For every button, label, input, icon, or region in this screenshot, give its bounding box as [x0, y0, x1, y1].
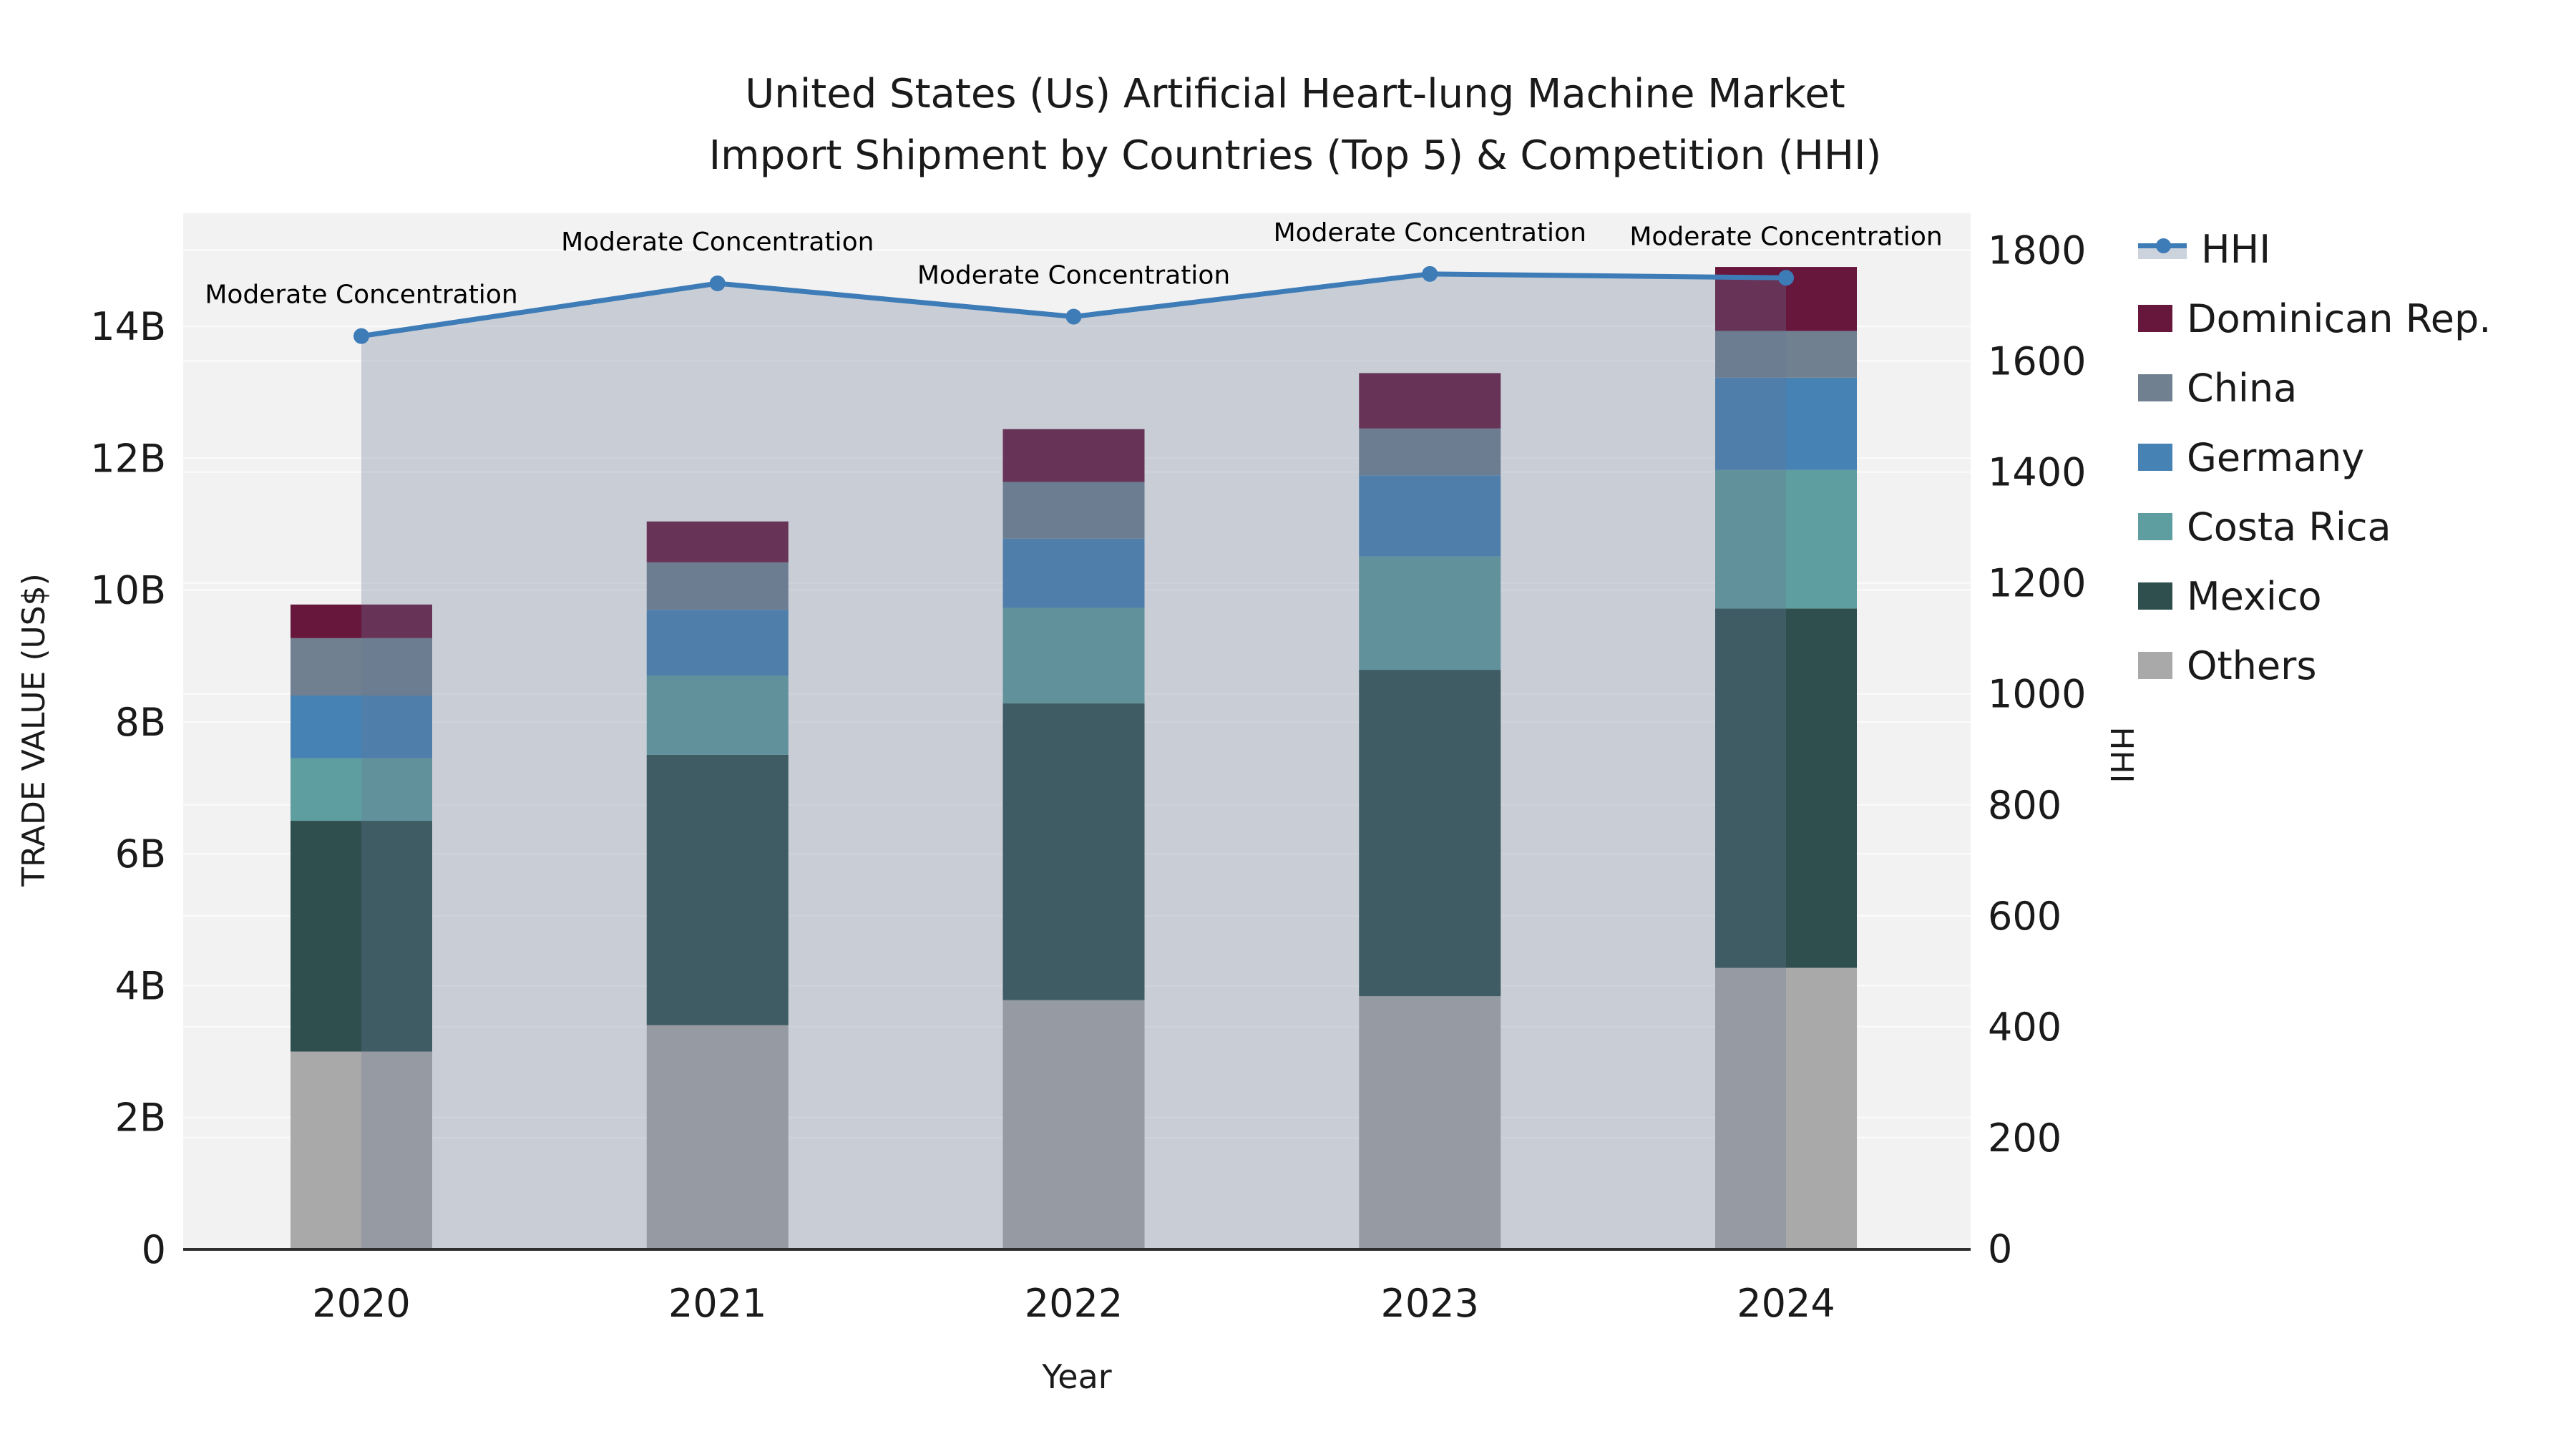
legend-label-china: China [2187, 365, 2298, 411]
right-tick-1200: 1200 [1988, 561, 2086, 606]
bar-segment-china-2024 [1715, 331, 1857, 378]
bar-segment-china-2023 [1359, 428, 1501, 476]
chart-title-line1: United States (Us) Artificial Heart-lung… [745, 71, 1845, 117]
left-tick-8B: 8B [115, 700, 166, 745]
bar-segment-germany-2023 [1359, 475, 1501, 557]
china-swatch-icon [2138, 374, 2172, 401]
bar-segment-dominican-rep--2021 [646, 521, 789, 562]
left-tick-10B: 10B [90, 568, 166, 613]
hhi-point-2020 [353, 328, 369, 344]
bar-segment-others-2023 [1359, 996, 1501, 1249]
hhi-area-fill [361, 273, 1786, 1250]
left-tick-14B: 14B [90, 304, 166, 349]
legend-label-dominican-rep: Dominican Rep. [2187, 296, 2492, 341]
legend-label-others: Others [2187, 643, 2317, 688]
x-axis-title: Year [1041, 1357, 1111, 1396]
x-tick-2024: 2024 [1737, 1281, 1835, 1326]
legend-item-china: China [2138, 365, 2491, 411]
bar-segment-costa-rica-2020 [291, 758, 432, 821]
hhi-point-2021 [709, 275, 726, 292]
hhi-marker-icon [2156, 238, 2171, 253]
right-tick-1800: 1800 [1988, 228, 2086, 273]
x-tick-2023: 2023 [1381, 1281, 1479, 1326]
hhi-point-2024 [1778, 270, 1794, 286]
others-swatch-icon [2138, 652, 2172, 679]
annotation-2023: Moderate Concentration [1274, 218, 1586, 248]
left-tick-6B: 6B [115, 831, 166, 877]
right-tick-800: 800 [1988, 783, 2062, 828]
mexico-swatch-icon [2138, 582, 2172, 610]
x-tick-2022: 2022 [1025, 1281, 1123, 1326]
annotation-2024: Moderate Concentration [1629, 222, 1942, 251]
legend-item-germany: Germany [2138, 434, 2491, 480]
left-tick-0: 0 [142, 1227, 166, 1272]
hhi-area-layer [361, 273, 1786, 1250]
bar-segment-costa-rica-2022 [1002, 608, 1145, 704]
hhi-point-2022 [1065, 308, 1082, 325]
right-tick-0: 0 [1988, 1226, 2012, 1272]
legend-label-germany: Germany [2187, 434, 2365, 480]
bar-segment-china-2020 [291, 638, 432, 696]
germany-swatch-icon [2138, 444, 2172, 471]
bar-segment-germany-2020 [291, 695, 432, 758]
legend-item-dominican-rep: Dominican Rep. [2138, 296, 2492, 341]
left-tick-4B: 4B [115, 963, 166, 1008]
legend-item-hhi: HHI [2138, 226, 2491, 272]
legend-item-others: Others [2138, 643, 2491, 688]
bar-segment-germany-2022 [1002, 538, 1145, 608]
bar-segment-others-2020 [291, 1051, 432, 1249]
right-tick-1600: 1600 [1988, 339, 2086, 384]
right-tick-400: 400 [1988, 1005, 2062, 1050]
chart-title-line2: Import Shipment by Countries (Top 5) & C… [709, 132, 1882, 179]
bar-segment-others-2022 [1002, 1000, 1145, 1249]
hhi-line-layer [353, 265, 1794, 344]
legend-item-costa-rica: Costa Rica [2138, 504, 2491, 550]
right-tick-600: 600 [1988, 894, 2062, 939]
legend-label-hhi: HHI [2201, 226, 2271, 272]
hhi-legend-swatch [2138, 235, 2187, 263]
bar-segment-mexico-2023 [1359, 670, 1501, 997]
bar-segment-dominican-rep--2020 [291, 604, 432, 638]
legend-item-mexico: Mexico [2138, 573, 2491, 619]
right-tick-200: 200 [1988, 1116, 2062, 1161]
bar-segment-mexico-2022 [1002, 703, 1145, 1000]
bar-segment-mexico-2020 [291, 821, 432, 1052]
right-axis-title: HHI [2103, 726, 2140, 783]
x-tick-2020: 2020 [312, 1281, 410, 1326]
bar-segment-costa-rica-2024 [1715, 469, 1857, 609]
bar-segment-others-2024 [1715, 967, 1857, 1249]
costa-rica-swatch-icon [2138, 513, 2172, 540]
right-tick-1400: 1400 [1988, 450, 2086, 495]
dominican-rep-swatch-icon [2138, 305, 2172, 332]
legend-label-costa-rica: Costa Rica [2187, 504, 2391, 550]
bar-segment-mexico-2021 [646, 754, 789, 1025]
annotation-2020: Moderate Concentration [205, 280, 517, 310]
legend: HHI Dominican Rep. China Germany Costa R… [2138, 226, 2492, 713]
bars-layer [291, 267, 1857, 1249]
bar-segment-others-2021 [646, 1025, 789, 1249]
bar-segment-china-2022 [1002, 482, 1145, 539]
bar-segment-germany-2021 [646, 610, 789, 676]
annotation-2022: Moderate Concentration [917, 261, 1230, 291]
tick-labels-layer: 0 2B 4B 6B 8B 10B 12B 14B 0 200 400 600 800 1000 1200 1… [90, 228, 2086, 1326]
bar-segment-germany-2024 [1715, 377, 1857, 470]
bar-segment-dominican-rep--2022 [1002, 429, 1145, 482]
bar-segment-mexico-2024 [1715, 608, 1857, 968]
right-tick-1000: 1000 [1988, 672, 2086, 717]
legend-label-mexico: Mexico [2187, 573, 2322, 619]
annotation-2021: Moderate Concentration [561, 228, 874, 257]
left-axis-title: TRADE VALUE (US$) [16, 573, 52, 887]
left-tick-2B: 2B [115, 1096, 166, 1141]
x-tick-2021: 2021 [668, 1281, 766, 1326]
left-tick-12B: 12B [90, 436, 166, 481]
bar-segment-china-2021 [646, 562, 789, 610]
annotations-layer: Moderate Concentration Moderate Concentra… [205, 218, 1942, 310]
hhi-point-2023 [1422, 265, 1438, 282]
bar-segment-costa-rica-2021 [646, 675, 789, 755]
bar-segment-costa-rica-2023 [1359, 556, 1501, 670]
bar-segment-dominican-rep--2023 [1359, 373, 1501, 429]
